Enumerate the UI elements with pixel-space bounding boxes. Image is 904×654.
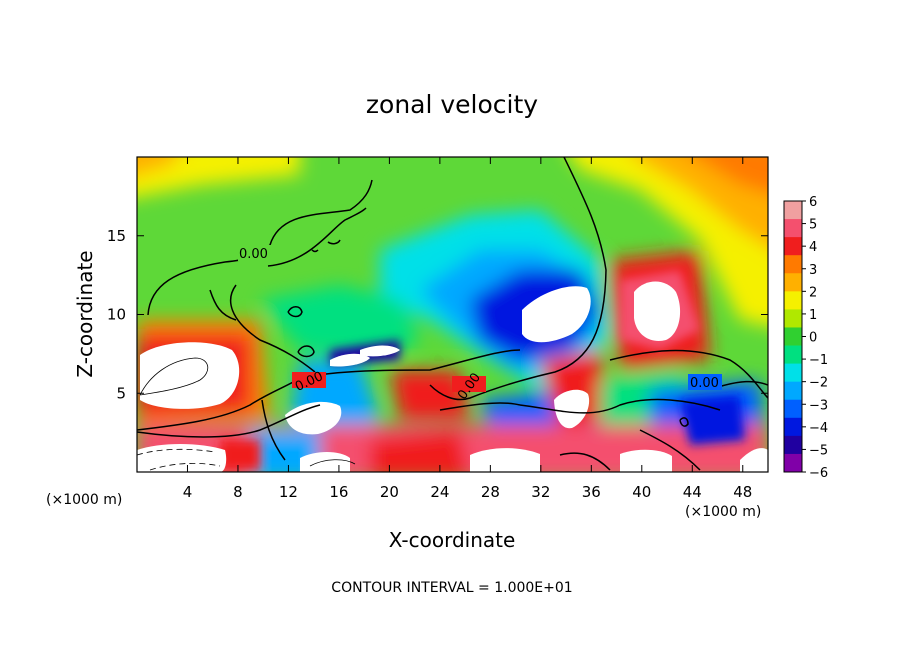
colorbar-tick-label: 6: [809, 195, 817, 210]
colorbar-swatch: [784, 237, 802, 256]
colorbar-swatch: [784, 453, 802, 473]
colorbar-tick-label: −1: [809, 353, 828, 368]
x-tick-label: 40: [632, 483, 651, 501]
contour-label-bg: [292, 372, 326, 388]
colorbar-swatch: [784, 273, 802, 292]
colorbar-swatch: [784, 201, 802, 220]
x-unit-label-left: (×1000 m): [46, 492, 122, 508]
colorbar-swatch: [784, 345, 802, 365]
y-tick-label: 15: [107, 227, 126, 245]
colorbar-tick-label: −3: [809, 398, 828, 413]
x-tick-label: 12: [279, 483, 298, 501]
colorbar-swatch: [784, 291, 802, 310]
x-tick-label: 36: [582, 483, 601, 501]
x-axis: 4 8 12 16 20 24 28 32 36 40 44 48: [183, 157, 752, 501]
chart-title: zonal velocity: [366, 90, 538, 119]
colorbar: 6 5 4 3 2 1 0 −1 −2 −3 −4 −5 −6: [783, 195, 828, 481]
colorbar-swatch: [784, 435, 802, 455]
colorbar-swatch: [784, 309, 802, 328]
colorbar-tick-label: −6: [809, 466, 828, 481]
contour-label-bg: [688, 374, 722, 390]
x-tick-label: 44: [683, 483, 702, 501]
contour-label-bg: [452, 376, 486, 392]
colorbar-swatch: [784, 381, 802, 401]
colorbar-swatch: [784, 327, 802, 347]
colorbar-tick-label: 4: [809, 240, 817, 255]
x-tick-label: 20: [380, 483, 399, 501]
colorbar-tick-label: −5: [809, 443, 828, 458]
x-tick-label: 48: [733, 483, 752, 501]
contour-interval-footer: CONTOUR INTERVAL = 1.000E+01: [331, 580, 572, 596]
colorbar-tick-label: 0: [809, 331, 817, 346]
y-tick-label: 5: [116, 384, 126, 402]
colorbar-tick-label: 1: [809, 308, 817, 323]
contour-label-bg: [238, 245, 272, 261]
x-tick-label: 8: [233, 483, 243, 501]
colorbar-tick-label: 3: [809, 263, 817, 278]
colorbar-swatch: [784, 363, 802, 383]
colorbar-swatch: [784, 255, 802, 274]
colorbar-swatch: [784, 399, 802, 419]
x-axis-label: X-coordinate: [389, 528, 516, 552]
x-tick-label: 4: [183, 483, 193, 501]
y-axis: 5 10 15: [107, 227, 768, 402]
x-tick-label: 28: [481, 483, 500, 501]
colorbar-tick-label: 5: [809, 218, 817, 233]
contour-label: 0.00: [239, 247, 268, 262]
contour-label: 0.00: [690, 376, 719, 391]
y-axis-label: Z-coordinate: [73, 250, 97, 377]
x-unit-label-right: (×1000 m): [685, 504, 761, 520]
x-tick-label: 16: [329, 483, 348, 501]
x-tick-label: 24: [430, 483, 449, 501]
colorbar-swatch: [784, 219, 802, 238]
x-tick-label: 32: [531, 483, 550, 501]
colorbar-tick-label: −4: [809, 421, 828, 436]
colorbar-swatch: [784, 417, 802, 437]
negative-contour-lines: [137, 357, 356, 471]
y-tick-label: 10: [107, 306, 126, 324]
heatmap-field: [137, 157, 768, 472]
colorbar-tick-label: −2: [809, 376, 828, 391]
colorbar-tick-label: 2: [809, 285, 817, 300]
